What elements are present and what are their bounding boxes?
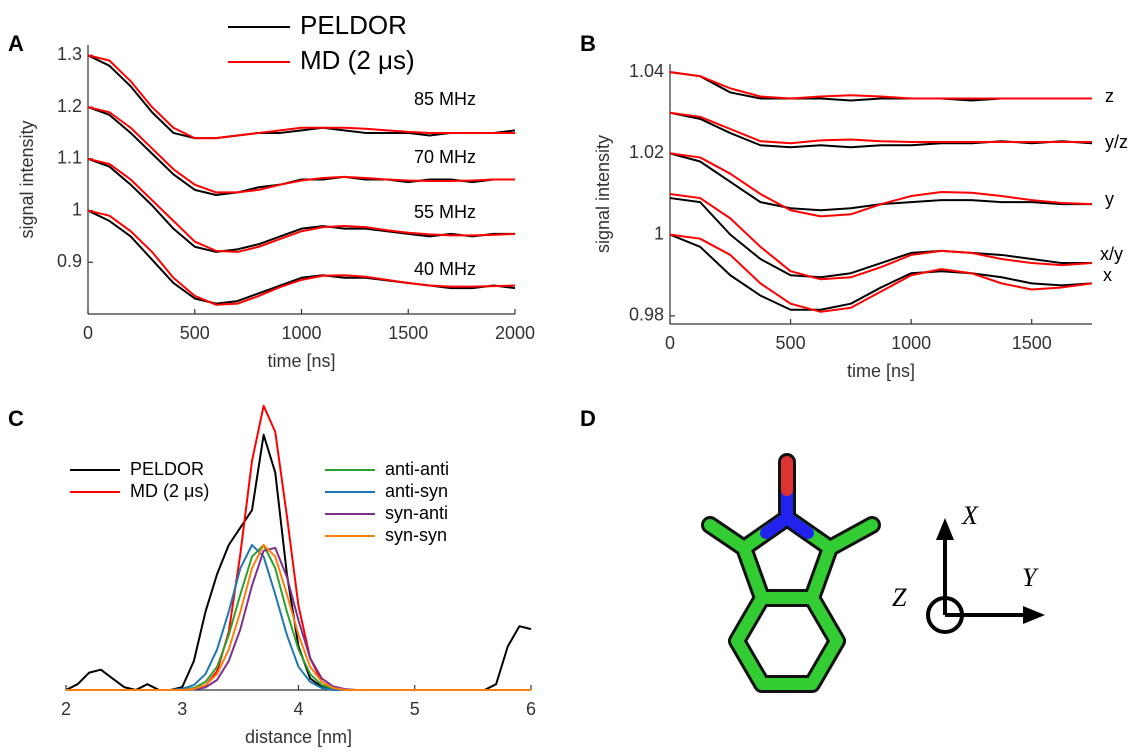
y-axis-label: signal intensity: [17, 120, 37, 238]
md-trace: [87, 106, 515, 194]
md-trace: [669, 111, 1092, 145]
legend-label: anti-anti: [385, 459, 449, 479]
x-tick-label: 500: [776, 333, 806, 353]
md-trace: [669, 233, 1093, 313]
trace-label: 70 MHz: [414, 147, 476, 167]
md-trace: [669, 193, 1093, 281]
x-tick-label: 2000: [495, 323, 535, 343]
methyl-bond: [824, 519, 878, 554]
panel-label: C: [8, 406, 24, 431]
y-tick-label: 1: [72, 199, 82, 219]
y-tick-label: 1.02: [629, 142, 664, 162]
md-trace: [669, 71, 1092, 100]
x-tick-label: 500: [180, 323, 210, 343]
x-tick-label: 1000: [281, 323, 321, 343]
x-tick-label: 1500: [1012, 333, 1052, 353]
legend-label: syn-anti: [385, 503, 448, 523]
x-axis-label: time [ns]: [847, 361, 915, 381]
axes-glyph: [926, 518, 1045, 634]
panel-label: D: [580, 406, 596, 431]
panel-label: A: [8, 31, 24, 56]
peldor-trace: [87, 209, 516, 305]
peldor-trace: [669, 197, 1092, 279]
molecule: [701, 453, 881, 693]
trace-label: y: [1105, 189, 1114, 209]
y-tick-label: 1.1: [57, 148, 82, 168]
axis-y-label: Y: [1022, 563, 1039, 592]
x-axis-label: time [ns]: [267, 351, 335, 371]
legend-label: MD (2 μs): [300, 45, 415, 75]
x-tick-label: 0: [83, 323, 93, 343]
legend-label: anti-syn: [385, 481, 448, 501]
y-tick-label: 1.04: [629, 61, 664, 81]
y-tick-label: 1: [654, 223, 664, 243]
trace-label: y/z: [1105, 132, 1128, 152]
x-tick-label: 5: [410, 699, 420, 719]
axis-z-label: Z: [892, 583, 907, 612]
legend-label: MD (2 μs): [130, 481, 209, 501]
md-trace: [87, 54, 515, 140]
x-axis-label: distance [nm]: [245, 727, 352, 747]
arrow-head: [936, 518, 954, 540]
trace-label: x/y: [1100, 244, 1123, 264]
md-trace: [669, 152, 1093, 218]
x-tick-label: 4: [293, 699, 303, 719]
legend-label: syn-syn: [385, 525, 447, 545]
md-trace: [87, 209, 516, 306]
y-tick-label: 1.2: [57, 96, 82, 116]
y-tick-label: 0.98: [629, 305, 664, 325]
peldor-trace: [87, 106, 515, 197]
x-tick-label: 2: [61, 699, 71, 719]
legend-label: PELDOR: [300, 10, 407, 40]
x-tick-label: 1000: [891, 333, 931, 353]
trace-label: z: [1105, 86, 1114, 106]
y-tick-label: 1.3: [57, 44, 82, 64]
arrow-head: [1023, 606, 1045, 624]
peldor-trace: [669, 233, 1093, 311]
distance-curve: [66, 544, 531, 691]
axis-x-label: X: [961, 501, 979, 530]
trace-label: 55 MHz: [414, 202, 476, 222]
y-tick-label: 0.9: [57, 251, 82, 271]
trace-label: x: [1103, 265, 1112, 285]
trace-label: 40 MHz: [414, 259, 476, 279]
x-tick-label: 0: [665, 333, 675, 353]
x-tick-label: 3: [177, 699, 187, 719]
trace-label: 85 MHz: [414, 89, 476, 109]
y-axis-label: signal intensity: [593, 135, 613, 253]
legend-label: PELDOR: [130, 459, 204, 479]
panel-label: B: [580, 31, 596, 56]
md-trace: [87, 157, 516, 253]
x-tick-label: 1500: [388, 323, 428, 343]
x-tick-label: 6: [526, 699, 536, 719]
methyl-bond: [704, 519, 750, 554]
